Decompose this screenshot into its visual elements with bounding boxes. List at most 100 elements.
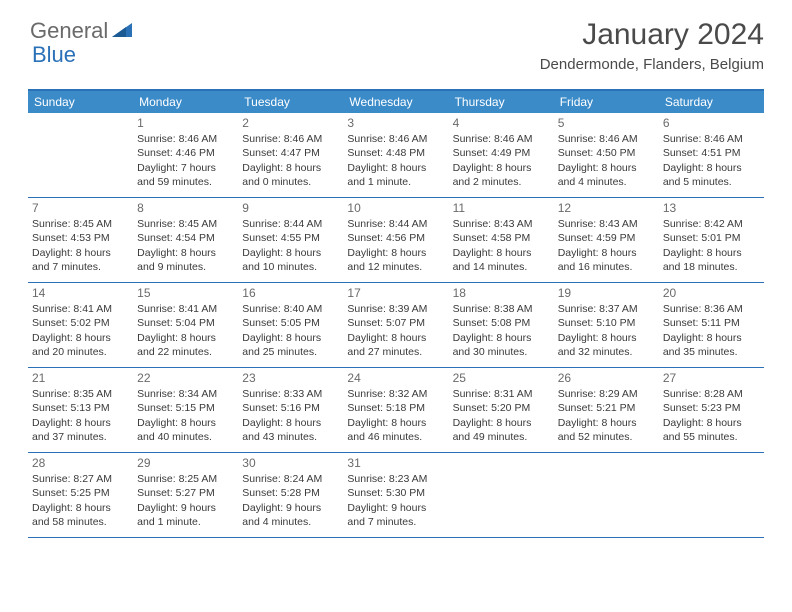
day-number: 9 xyxy=(242,200,339,217)
daylight-text: Daylight: 8 hours and 52 minutes. xyxy=(558,416,655,444)
sunset-text: Sunset: 5:21 PM xyxy=(558,401,655,415)
day-number: 31 xyxy=(347,455,444,472)
day-cell: 3Sunrise: 8:46 AMSunset: 4:48 PMDaylight… xyxy=(343,113,448,197)
day-number: 4 xyxy=(453,115,550,132)
sunset-text: Sunset: 4:59 PM xyxy=(558,231,655,245)
sunrise-text: Sunrise: 8:35 AM xyxy=(32,387,129,401)
daylight-text: Daylight: 8 hours and 2 minutes. xyxy=(453,161,550,189)
day-content: Sunrise: 8:27 AMSunset: 5:25 PMDaylight:… xyxy=(32,472,129,529)
day-number: 7 xyxy=(32,200,129,217)
sunset-text: Sunset: 5:18 PM xyxy=(347,401,444,415)
day-cell: 9Sunrise: 8:44 AMSunset: 4:55 PMDaylight… xyxy=(238,198,343,282)
week-row: 28Sunrise: 8:27 AMSunset: 5:25 PMDayligh… xyxy=(28,453,764,538)
daylight-text: Daylight: 8 hours and 55 minutes. xyxy=(663,416,760,444)
sunrise-text: Sunrise: 8:46 AM xyxy=(558,132,655,146)
daylight-text: Daylight: 8 hours and 10 minutes. xyxy=(242,246,339,274)
weekday-wednesday: Wednesday xyxy=(343,91,448,113)
day-number: 27 xyxy=(663,370,760,387)
sunset-text: Sunset: 5:04 PM xyxy=(137,316,234,330)
daylight-text: Daylight: 8 hours and 7 minutes. xyxy=(32,246,129,274)
daylight-text: Daylight: 8 hours and 43 minutes. xyxy=(242,416,339,444)
sunrise-text: Sunrise: 8:27 AM xyxy=(32,472,129,486)
day-content: Sunrise: 8:42 AMSunset: 5:01 PMDaylight:… xyxy=(663,217,760,274)
sunset-text: Sunset: 5:30 PM xyxy=(347,486,444,500)
day-number: 8 xyxy=(137,200,234,217)
sunrise-text: Sunrise: 8:46 AM xyxy=(137,132,234,146)
day-cell xyxy=(449,453,554,537)
weekday-thursday: Thursday xyxy=(449,91,554,113)
sunset-text: Sunset: 4:58 PM xyxy=(453,231,550,245)
sunrise-text: Sunrise: 8:46 AM xyxy=(663,132,760,146)
day-content: Sunrise: 8:46 AMSunset: 4:49 PMDaylight:… xyxy=(453,132,550,189)
logo-text-general: General xyxy=(30,18,108,44)
day-number xyxy=(32,115,129,116)
sunset-text: Sunset: 5:15 PM xyxy=(137,401,234,415)
weekday-sunday: Sunday xyxy=(28,91,133,113)
day-cell xyxy=(554,453,659,537)
daylight-text: Daylight: 8 hours and 30 minutes. xyxy=(453,331,550,359)
sunrise-text: Sunrise: 8:45 AM xyxy=(32,217,129,231)
day-content: Sunrise: 8:46 AMSunset: 4:50 PMDaylight:… xyxy=(558,132,655,189)
sunset-text: Sunset: 5:01 PM xyxy=(663,231,760,245)
sunrise-text: Sunrise: 8:46 AM xyxy=(453,132,550,146)
day-content: Sunrise: 8:43 AMSunset: 4:58 PMDaylight:… xyxy=(453,217,550,274)
day-number: 6 xyxy=(663,115,760,132)
daylight-text: Daylight: 8 hours and 49 minutes. xyxy=(453,416,550,444)
day-number: 15 xyxy=(137,285,234,302)
day-content: Sunrise: 8:45 AMSunset: 4:54 PMDaylight:… xyxy=(137,217,234,274)
day-content: Sunrise: 8:32 AMSunset: 5:18 PMDaylight:… xyxy=(347,387,444,444)
day-cell: 15Sunrise: 8:41 AMSunset: 5:04 PMDayligh… xyxy=(133,283,238,367)
sunrise-text: Sunrise: 8:24 AM xyxy=(242,472,339,486)
day-number: 17 xyxy=(347,285,444,302)
day-number: 2 xyxy=(242,115,339,132)
daylight-text: Daylight: 8 hours and 18 minutes. xyxy=(663,246,760,274)
day-cell: 23Sunrise: 8:33 AMSunset: 5:16 PMDayligh… xyxy=(238,368,343,452)
month-title: January 2024 xyxy=(540,18,764,52)
weekday-saturday: Saturday xyxy=(659,91,764,113)
day-cell: 26Sunrise: 8:29 AMSunset: 5:21 PMDayligh… xyxy=(554,368,659,452)
day-cell: 2Sunrise: 8:46 AMSunset: 4:47 PMDaylight… xyxy=(238,113,343,197)
daylight-text: Daylight: 8 hours and 27 minutes. xyxy=(347,331,444,359)
sunrise-text: Sunrise: 8:40 AM xyxy=(242,302,339,316)
sunset-text: Sunset: 4:51 PM xyxy=(663,146,760,160)
daylight-text: Daylight: 9 hours and 4 minutes. xyxy=(242,501,339,529)
sunset-text: Sunset: 5:10 PM xyxy=(558,316,655,330)
day-content: Sunrise: 8:40 AMSunset: 5:05 PMDaylight:… xyxy=(242,302,339,359)
sunrise-text: Sunrise: 8:46 AM xyxy=(242,132,339,146)
day-cell: 8Sunrise: 8:45 AMSunset: 4:54 PMDaylight… xyxy=(133,198,238,282)
sunrise-text: Sunrise: 8:46 AM xyxy=(347,132,444,146)
day-cell: 24Sunrise: 8:32 AMSunset: 5:18 PMDayligh… xyxy=(343,368,448,452)
day-number xyxy=(663,455,760,456)
day-cell: 6Sunrise: 8:46 AMSunset: 4:51 PMDaylight… xyxy=(659,113,764,197)
day-number xyxy=(558,455,655,456)
day-content: Sunrise: 8:41 AMSunset: 5:02 PMDaylight:… xyxy=(32,302,129,359)
week-row: 14Sunrise: 8:41 AMSunset: 5:02 PMDayligh… xyxy=(28,283,764,368)
sunset-text: Sunset: 5:05 PM xyxy=(242,316,339,330)
day-cell: 16Sunrise: 8:40 AMSunset: 5:05 PMDayligh… xyxy=(238,283,343,367)
day-cell: 27Sunrise: 8:28 AMSunset: 5:23 PMDayligh… xyxy=(659,368,764,452)
daylight-text: Daylight: 8 hours and 32 minutes. xyxy=(558,331,655,359)
day-cell: 7Sunrise: 8:45 AMSunset: 4:53 PMDaylight… xyxy=(28,198,133,282)
day-cell: 30Sunrise: 8:24 AMSunset: 5:28 PMDayligh… xyxy=(238,453,343,537)
sunset-text: Sunset: 5:16 PM xyxy=(242,401,339,415)
sunset-text: Sunset: 4:48 PM xyxy=(347,146,444,160)
day-number: 23 xyxy=(242,370,339,387)
sunrise-text: Sunrise: 8:37 AM xyxy=(558,302,655,316)
daylight-text: Daylight: 8 hours and 16 minutes. xyxy=(558,246,655,274)
sunset-text: Sunset: 5:02 PM xyxy=(32,316,129,330)
sunrise-text: Sunrise: 8:41 AM xyxy=(137,302,234,316)
day-number: 12 xyxy=(558,200,655,217)
day-number: 10 xyxy=(347,200,444,217)
day-content: Sunrise: 8:44 AMSunset: 4:56 PMDaylight:… xyxy=(347,217,444,274)
day-content: Sunrise: 8:24 AMSunset: 5:28 PMDaylight:… xyxy=(242,472,339,529)
sunset-text: Sunset: 5:28 PM xyxy=(242,486,339,500)
day-cell xyxy=(28,113,133,197)
day-number: 30 xyxy=(242,455,339,472)
sunset-text: Sunset: 5:25 PM xyxy=(32,486,129,500)
sunrise-text: Sunrise: 8:43 AM xyxy=(453,217,550,231)
day-number: 21 xyxy=(32,370,129,387)
sunset-text: Sunset: 4:56 PM xyxy=(347,231,444,245)
day-content: Sunrise: 8:35 AMSunset: 5:13 PMDaylight:… xyxy=(32,387,129,444)
day-cell: 21Sunrise: 8:35 AMSunset: 5:13 PMDayligh… xyxy=(28,368,133,452)
sunrise-text: Sunrise: 8:29 AM xyxy=(558,387,655,401)
